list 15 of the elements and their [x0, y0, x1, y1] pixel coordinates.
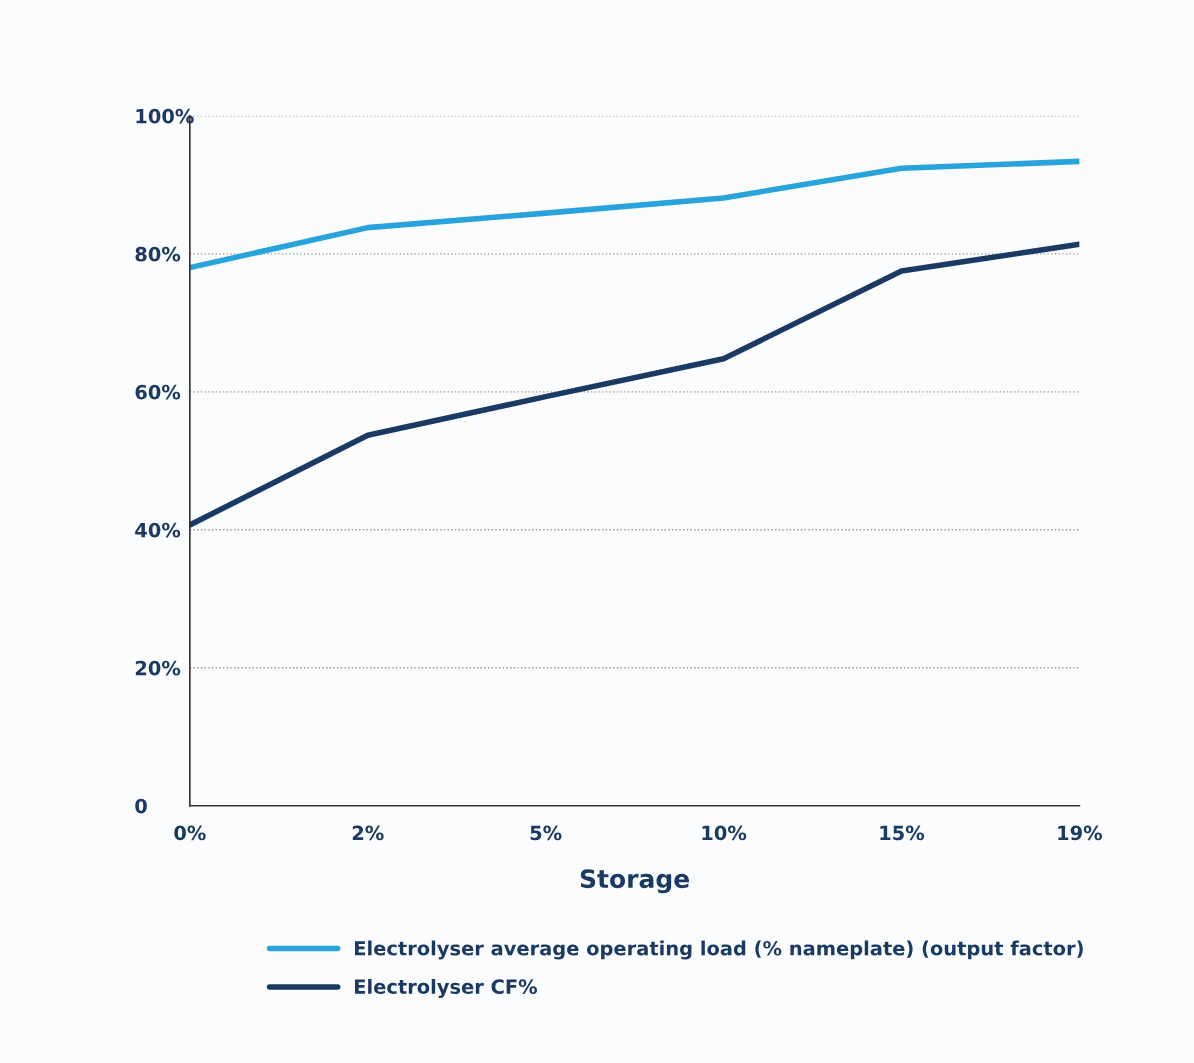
- x-tick-label: 0%: [174, 825, 206, 841]
- y-tick-label: 0: [135, 798, 147, 814]
- x-tick-label: 15%: [880, 825, 925, 841]
- x-tick-label: 19%: [1058, 825, 1103, 841]
- y-tick-label: 80%: [135, 246, 181, 262]
- y-tick-label: 100%: [136, 108, 194, 124]
- legend-label: Electrolyser average operating load (% nameplate) (output factor): [355, 940, 1083, 960]
- x-tick-label: 2%: [352, 825, 384, 841]
- y-tick-label: 20%: [135, 660, 181, 676]
- legend-label: Electrolyser CF%: [355, 978, 538, 998]
- y-tick-label: 40%: [135, 522, 181, 538]
- x-tick-label: 10%: [702, 825, 747, 841]
- x-tick-label: 5%: [530, 825, 562, 841]
- x-axis-title: Storage: [580, 869, 689, 894]
- y-tick-label: 60%: [135, 384, 181, 400]
